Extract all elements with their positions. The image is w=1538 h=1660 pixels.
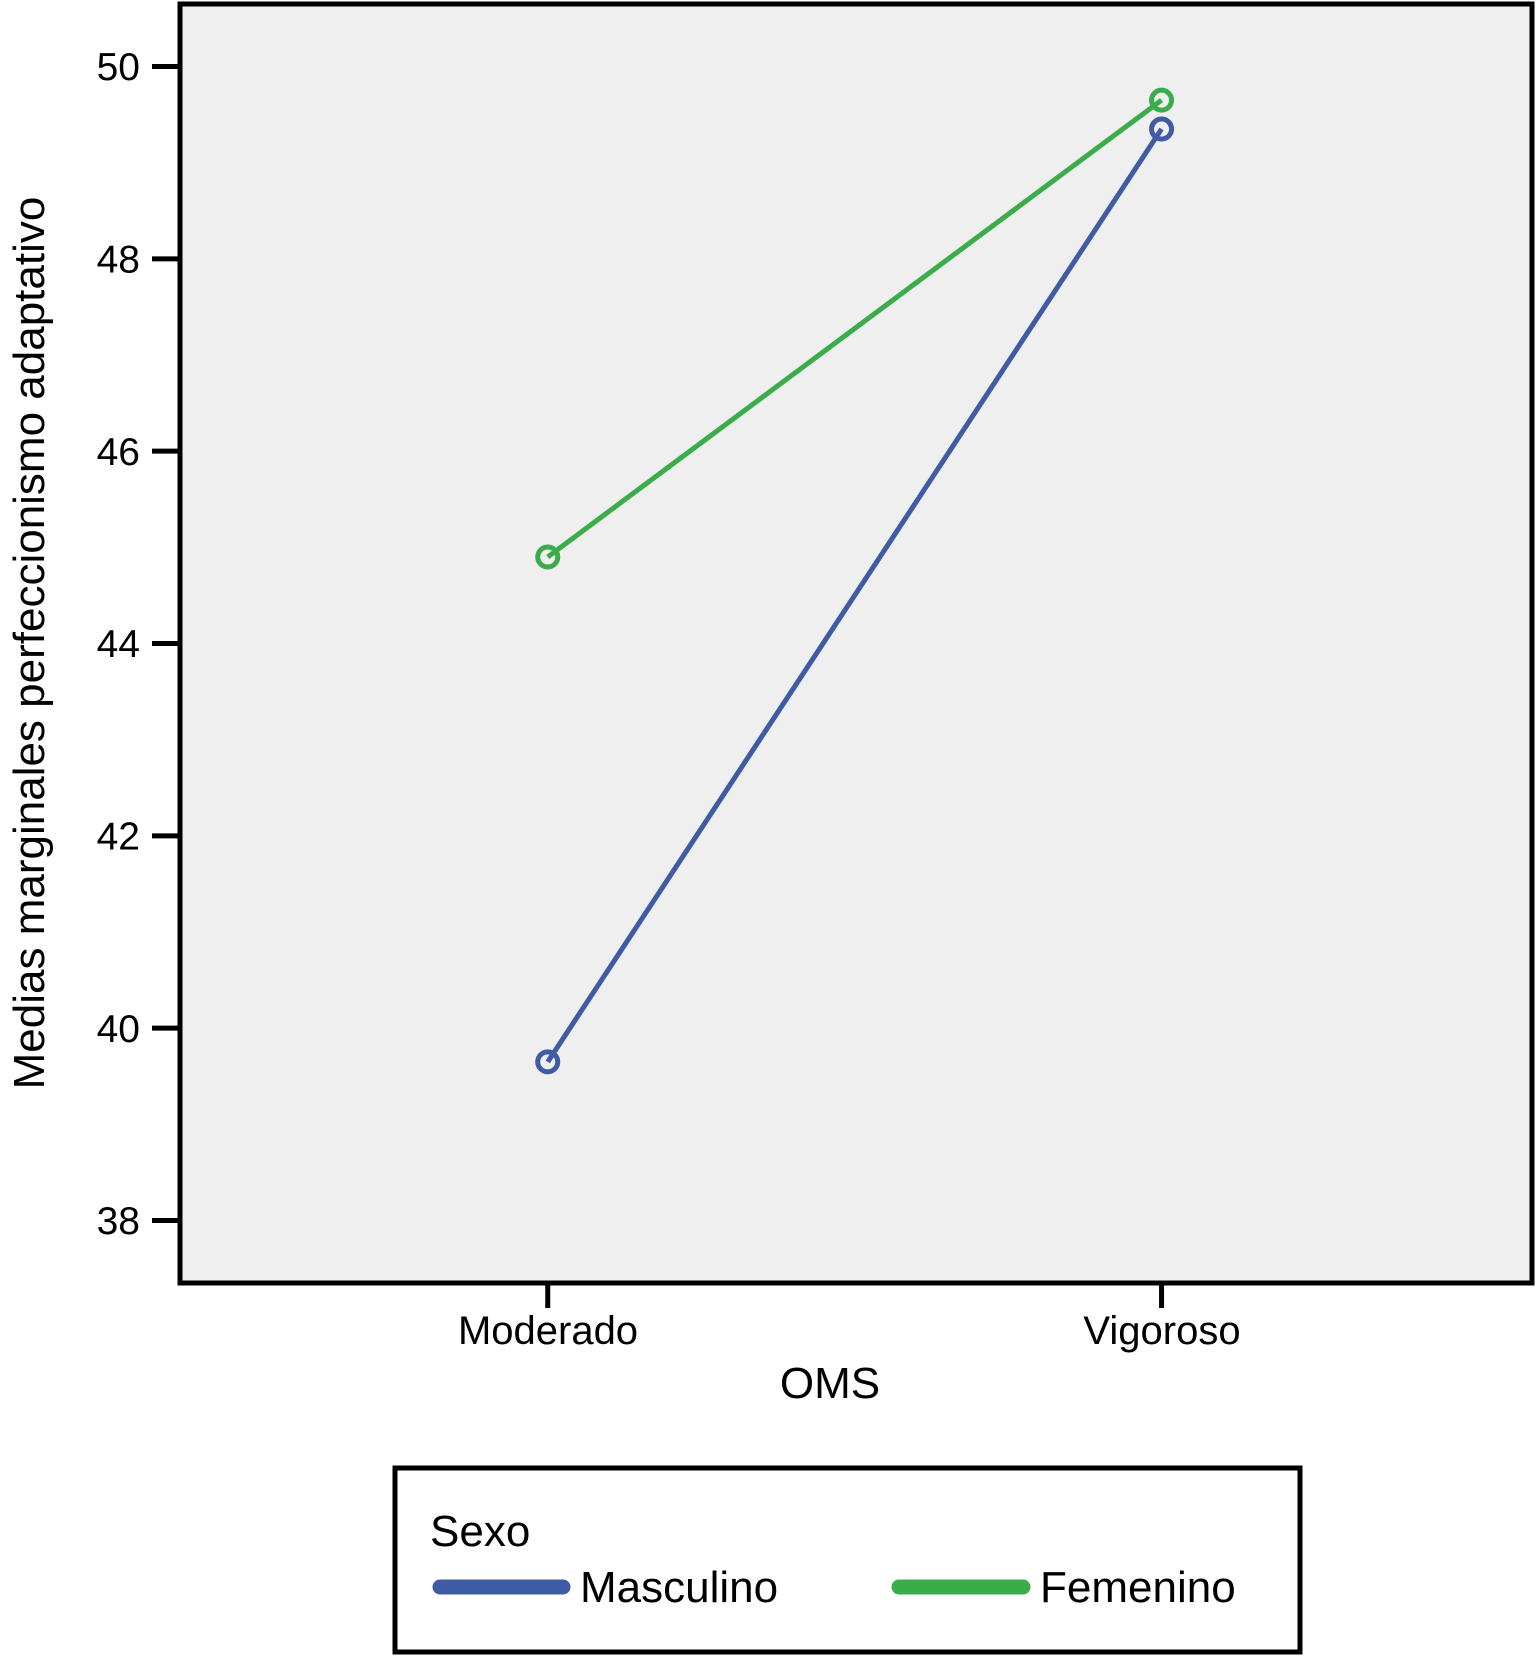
y-tick-label: 38	[97, 1200, 140, 1243]
x-category-labels: Moderado Vigoroso	[458, 1309, 1241, 1353]
x-category-label-moderado: Moderado	[458, 1309, 638, 1353]
legend-title: Sexo	[430, 1507, 530, 1556]
series-line-masculino	[545, 127, 1164, 1064]
y-axis-title: Medias marginales perfeccionismo adaptat…	[5, 197, 54, 1090]
y-tick-label: 46	[97, 431, 140, 474]
legend: Sexo Masculino Femenino	[392, 1465, 1303, 1655]
plot-area	[177, 1, 1535, 1286]
y-tick-label: 50	[97, 46, 140, 89]
y-tick-label: 44	[97, 623, 140, 666]
x-axis	[545, 1283, 1165, 1308]
x-category-label-vigoroso: Vigoroso	[1083, 1309, 1240, 1353]
legend-label-femenino: Femenino	[1040, 1563, 1236, 1612]
y-axis: 38 40 42 44 46 48 50	[97, 46, 180, 1243]
series-line-femenino	[546, 98, 1164, 559]
data-point-marker-femenino	[1149, 87, 1175, 113]
legend-label-masculino: Masculino	[580, 1563, 778, 1612]
y-tick-label: 48	[97, 238, 140, 281]
data-point-marker-masculino	[1149, 116, 1175, 142]
y-tick-label: 42	[97, 815, 140, 858]
data-point-marker-masculino	[535, 1049, 561, 1075]
data-point-marker-femenino	[535, 544, 561, 570]
y-tick-label: 40	[97, 1008, 140, 1051]
legend-box	[392, 1465, 1303, 1655]
series-layer	[535, 87, 1175, 1075]
x-axis-title: OMS	[780, 1359, 880, 1408]
